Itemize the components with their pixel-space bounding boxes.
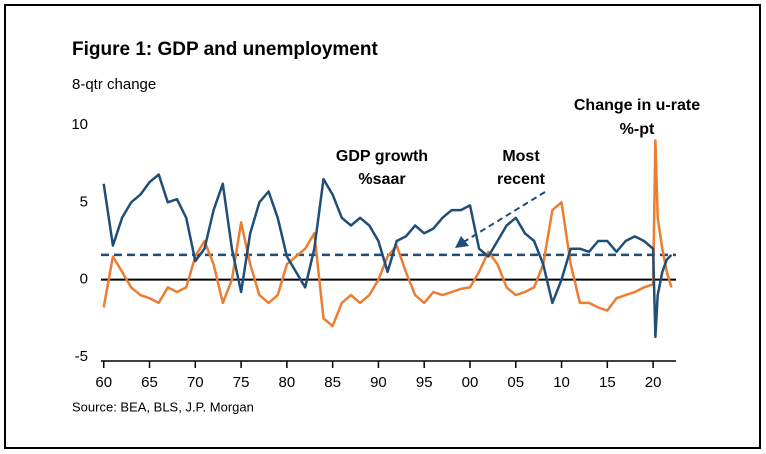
annotation: %-pt [620, 121, 655, 138]
subtitle: 8-qtr change [72, 76, 156, 93]
x-tick-label: 05 [507, 374, 524, 391]
x-tick-label: 70 [187, 374, 204, 391]
x-tick-label: 65 [141, 374, 158, 391]
series-line [102, 139, 673, 328]
x-tick-label: 15 [599, 374, 616, 391]
y-tick-label: 10 [71, 116, 88, 133]
annotation: Change in u-rate [574, 97, 700, 114]
y-tick-label: 0 [80, 271, 88, 288]
x-tick-label: 90 [370, 374, 387, 391]
annotation: %saar [358, 171, 405, 188]
x-tick-label: 00 [462, 374, 479, 391]
source: Source: BEA, BLS, J.P. Morgan [72, 399, 254, 414]
arrow-head [455, 236, 469, 248]
annotation: Most [502, 148, 540, 165]
annotation: GDP growth [336, 148, 428, 165]
x-tick-label: 20 [645, 374, 662, 391]
x-tick-label: 10 [553, 374, 570, 391]
x-tick-label: 60 [95, 374, 112, 391]
series-line [102, 173, 673, 339]
y-tick-label: -5 [75, 348, 88, 365]
x-tick-label: 80 [279, 374, 296, 391]
chart-title: Figure 1: GDP and unemployment [72, 39, 378, 60]
annotation: recent [497, 171, 546, 188]
frame [4, 4, 761, 449]
x-tick-label: 85 [324, 374, 341, 391]
x-tick-label: 75 [233, 374, 250, 391]
x-tick-label: 95 [416, 374, 433, 391]
y-tick-label: 5 [80, 193, 88, 210]
